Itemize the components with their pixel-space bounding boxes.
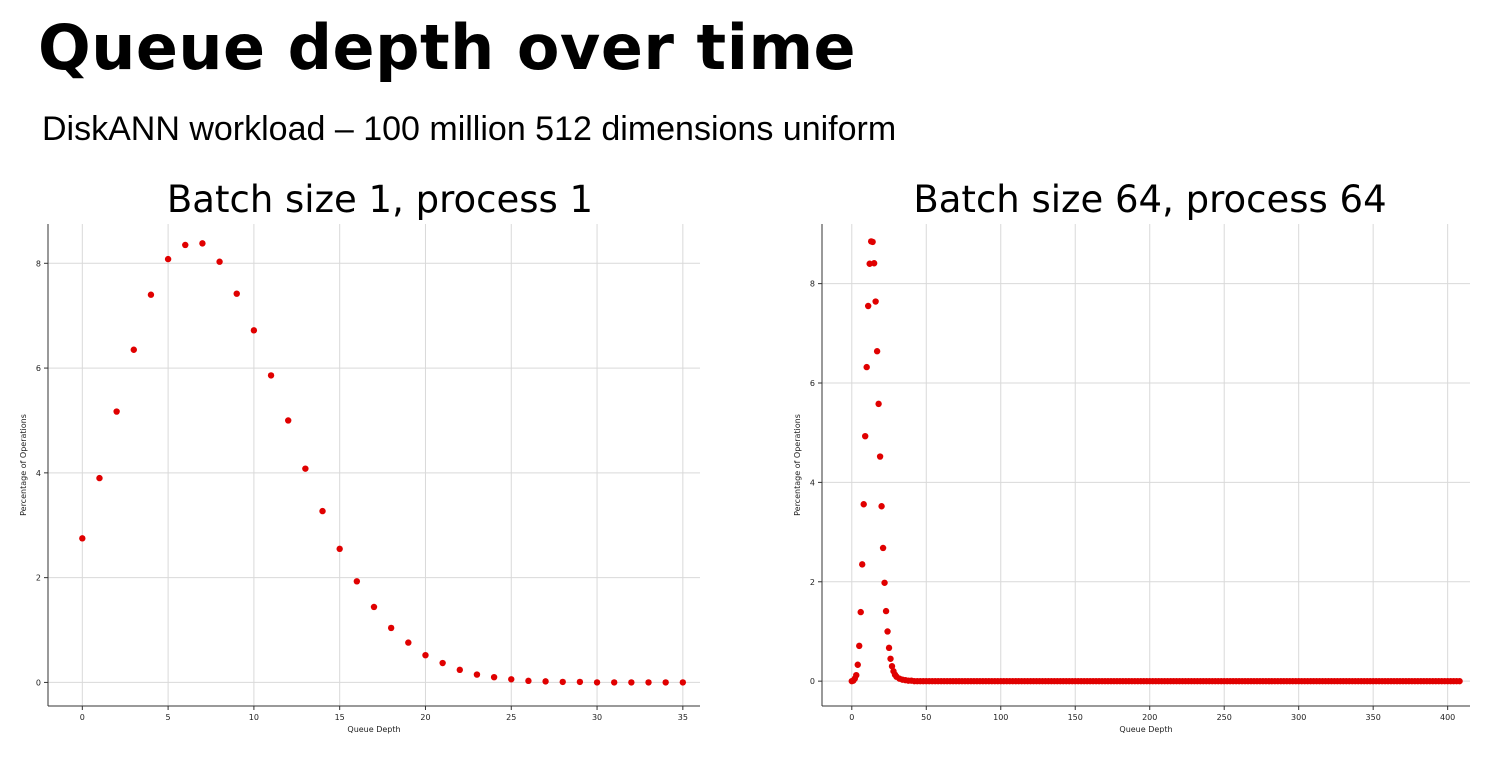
chart-left-data-point (593, 679, 601, 686)
chart-left-data-point (456, 666, 463, 674)
chart-right-y-tick-label: 6 (810, 379, 815, 388)
chart-left-x-tick-label: 0 (80, 713, 85, 722)
chart-right-data-point (876, 453, 884, 460)
chart-left-data-point (559, 678, 566, 686)
chart-left-data-point (199, 240, 206, 247)
chart-left-x-tick-label: 15 (335, 713, 345, 722)
chart-left-x-tick-label: 25 (506, 713, 516, 722)
chart-left-x-tick-label: 5 (166, 713, 171, 722)
chart-right-data-point (860, 501, 867, 508)
chart-right-x-tick-label: 50 (921, 713, 931, 722)
chart-left-plot: 0 5 10 15 20 25 30 35 0 2 4 6 8 Queue Depth Percentage… (19, 224, 700, 734)
chart-left-x-tick-label: 10 (249, 713, 259, 722)
chart-right-data-point (888, 663, 896, 670)
chart-right-data-point (884, 628, 891, 635)
chart-left-data-point (576, 678, 584, 686)
chart-left-data-point (645, 679, 652, 686)
chart-right-title: Batch size 64, process 64 (913, 178, 1387, 221)
chart-right-x-axis-label: Queue Depth (1119, 725, 1172, 734)
chart-left-x-axis-label: Queue Depth (347, 725, 400, 734)
chart-left-data-point (319, 507, 326, 515)
chart-right-plot: 0 50 100 150 200 250 300 350 400 0 2 4 6 8 Queue Depth… (793, 224, 1470, 734)
chart-left-data-point (611, 679, 618, 686)
chart-right-data-point (863, 363, 870, 371)
chart-right-data-point (875, 400, 882, 408)
chart-right-data-point (862, 432, 869, 440)
chart-right-data-point (878, 503, 885, 510)
chart-left-data-point (353, 578, 361, 585)
chart-right-data-point (885, 644, 893, 652)
chart-left-data-point (96, 474, 103, 482)
chart-right-y-axis-label: Percentage of Operations (793, 414, 802, 516)
chart-left-data-point (490, 673, 498, 681)
chart-left-data-point (370, 603, 378, 611)
chart-left-data-point (422, 651, 429, 659)
chart-right-data-point (857, 608, 864, 616)
chart-right-data-point (873, 348, 881, 355)
chart-right-x-tick-label: 400 (1440, 713, 1455, 722)
chart-left-data-point (164, 255, 172, 263)
chart-left-data-point (405, 639, 412, 646)
chart-left-data-point (302, 465, 309, 472)
chart-right-data-point (879, 544, 887, 552)
slide-title: Queue depth over time (38, 11, 857, 84)
chart-right-y-tick-label: 2 (810, 578, 815, 587)
chart-left-y-axis-label: Percentage of Operations (19, 414, 28, 516)
chart-right-data-point (869, 238, 876, 246)
chart-right-y-tick-label: 4 (810, 478, 815, 487)
chart-right-data-point (872, 298, 879, 305)
chart-right-data-point (856, 642, 863, 650)
chart-left-data-point (113, 408, 120, 415)
chart-right-x-tick-label: 350 (1366, 713, 1381, 722)
chart-right-x-tick-label: 300 (1291, 713, 1306, 722)
chart-right-x-tick-label: 100 (993, 713, 1008, 722)
chart-left-data-point (250, 327, 258, 334)
chart-left-title: Batch size 1, process 1 (166, 178, 594, 221)
chart-right-data-point (882, 607, 890, 615)
chart-left-data-point (233, 290, 240, 297)
chart-left-data-point (542, 678, 549, 685)
chart-left-x-tick-label: 20 (420, 713, 430, 722)
chart-left-data-point (439, 659, 446, 667)
chart-left-data-point (267, 372, 275, 379)
chart-left-data-point (473, 671, 481, 678)
chart-right-x-tick-label: 200 (1142, 713, 1157, 722)
chart-right-data-point (887, 655, 894, 662)
chart-left-data-point (508, 676, 515, 683)
chart-left-y-tick-label: 2 (36, 574, 41, 583)
chart-left-data-point (628, 679, 635, 686)
chart-left-data-point (387, 624, 395, 632)
chart-right-data-point (881, 579, 888, 586)
chart-left-data-point (147, 291, 155, 298)
chart-left-data-point (130, 346, 137, 353)
chart-left-data-point (79, 535, 86, 542)
chart-left-data-point (182, 241, 189, 249)
chart-right-x-tick-label: 0 (849, 713, 854, 722)
chart-right-x-tick-label: 250 (1217, 713, 1232, 722)
chart-left-y-tick-label: 6 (36, 364, 41, 373)
chart-left-y-tick-label: 8 (36, 259, 41, 268)
chart-right-x-tick-label: 150 (1068, 713, 1083, 722)
chart-left-data-point (216, 258, 223, 265)
chart-right-data-point (853, 671, 860, 679)
chart-left-y-tick-label: 0 (36, 678, 41, 687)
chart-left-x-tick-label: 35 (678, 713, 688, 722)
chart-right-data-point (1456, 677, 1463, 685)
chart-right-data-point (854, 661, 861, 668)
chart-left-y-tick-label: 4 (36, 469, 41, 478)
chart-left-data-point (336, 545, 343, 553)
slide-subtitle: DiskANN workload – 100 million 512 dimen… (42, 110, 897, 148)
chart-left-data-point (285, 417, 292, 424)
chart-right-y-tick-label: 8 (810, 280, 815, 289)
chart-right-data-point (864, 302, 872, 310)
chart-right-data-point (859, 561, 866, 568)
chart-left-data-point (525, 677, 532, 685)
chart-right-y-tick-label: 0 (810, 677, 815, 686)
chart-left-data-point (679, 679, 687, 686)
chart-left-data-point (662, 679, 669, 686)
chart-left-x-tick-label: 30 (592, 713, 602, 722)
chart-right-data-point (870, 260, 878, 267)
